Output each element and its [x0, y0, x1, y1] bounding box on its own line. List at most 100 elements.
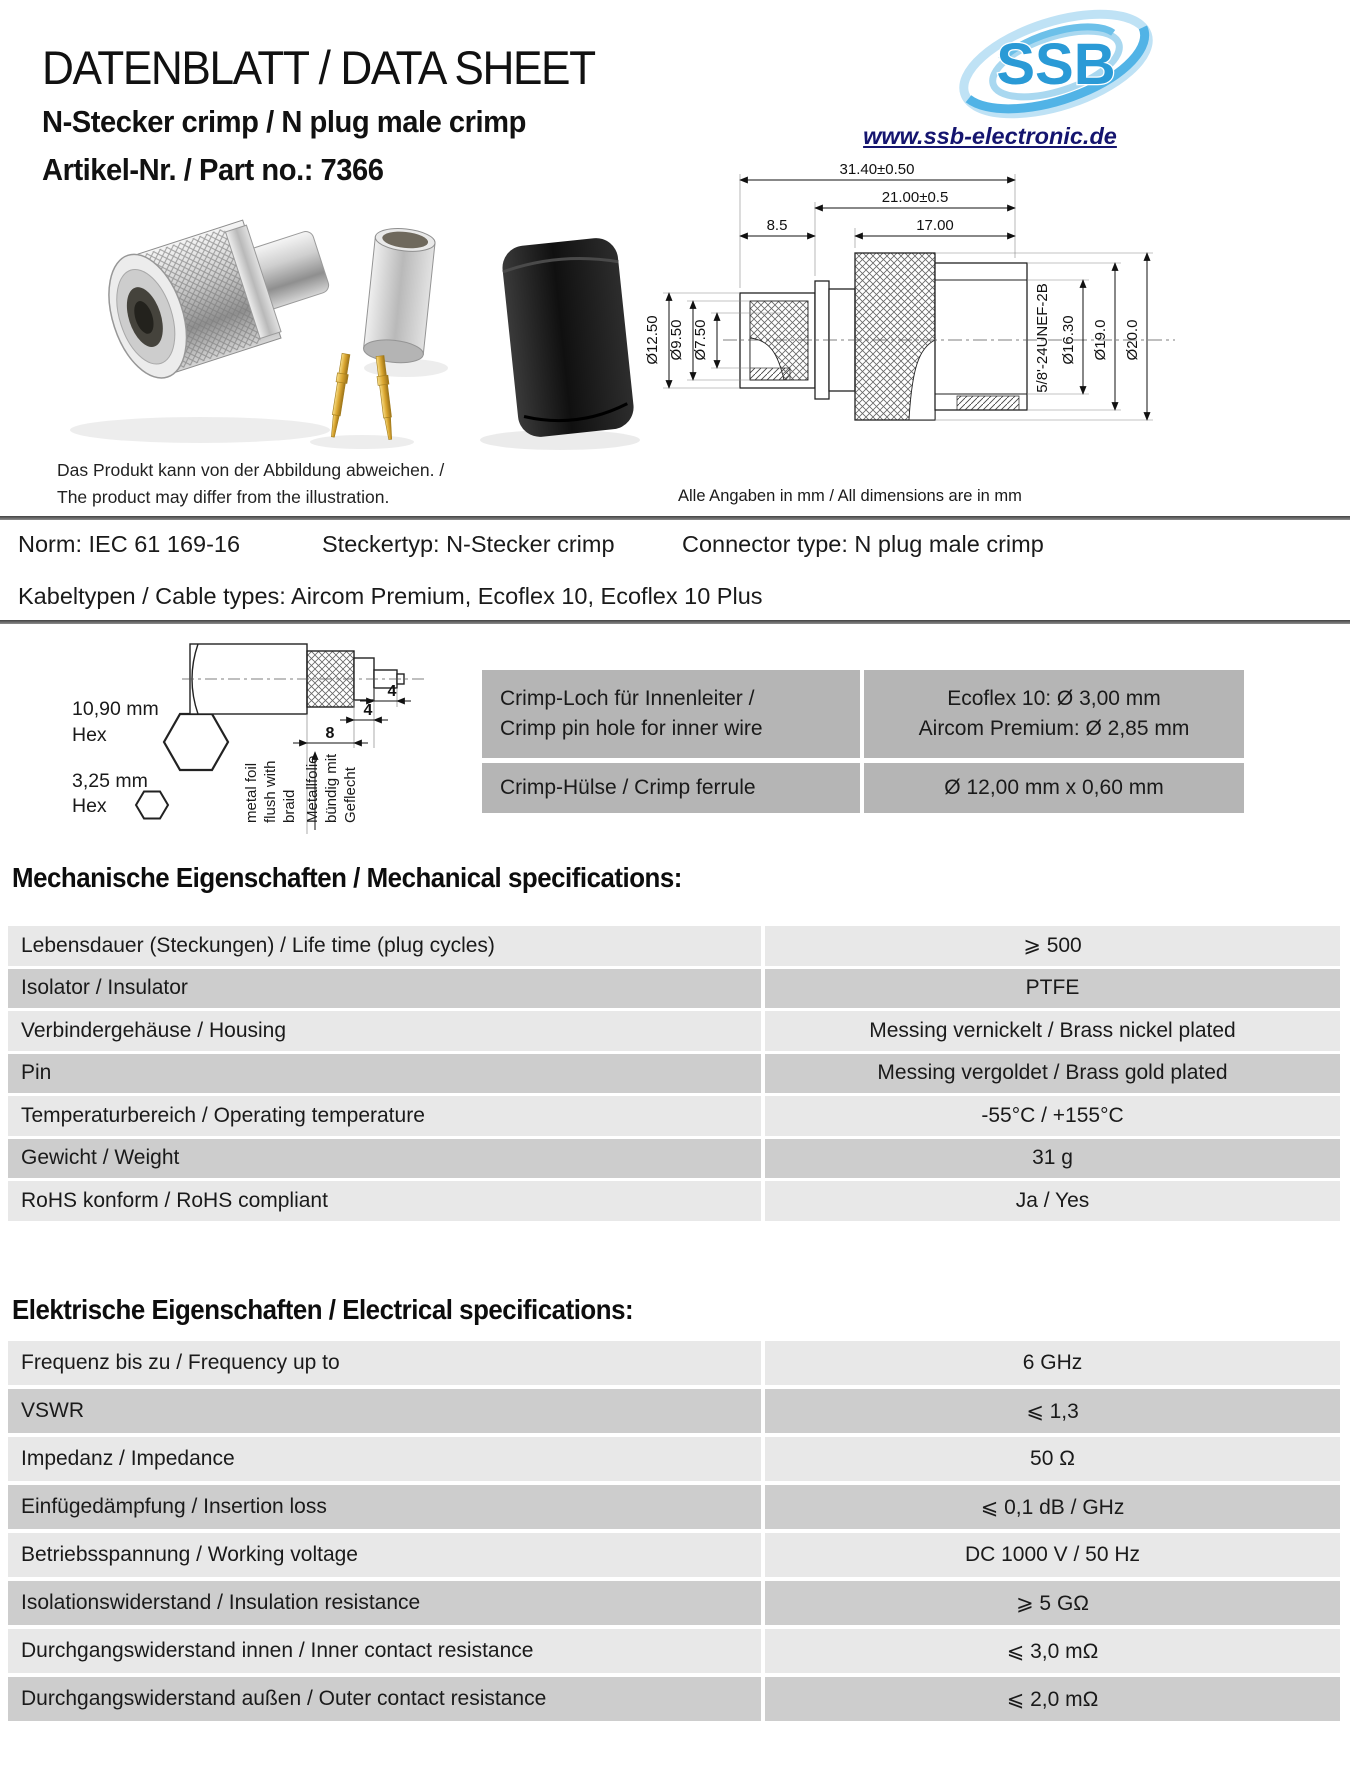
disclaimer-de: Das Produkt kann von der Abbildung abwei… — [57, 460, 445, 480]
hex-large-shape — [162, 712, 230, 772]
spec-label: Lebensdauer (Steckungen) / Life time (pl… — [8, 926, 761, 966]
crimp-row-value: Ø 12,00 mm x 0,60 mm — [864, 763, 1244, 813]
spec-label: Einfügedämpfung / Insertion loss — [8, 1485, 761, 1529]
table-row: Isolationswiderstand / Insulation resist… — [8, 1581, 1340, 1625]
foil-note-de: Metallfolie bündig mit Geflecht — [303, 727, 361, 823]
spec-value: Messing vernickelt / Brass nickel plated — [761, 1011, 1340, 1051]
crimp-row-value: Ecoflex 10: Ø 3,00 mm Aircom Premium: Ø … — [864, 670, 1244, 758]
spec-label: Temperaturbereich / Operating temperatur… — [8, 1096, 761, 1136]
steckertyp-value: Steckertyp: N-Stecker crimp — [322, 531, 615, 557]
dia-label-20-0: Ø20.0 — [1124, 320, 1141, 361]
spec-value: ⩽ 2,0 mΩ — [761, 1677, 1340, 1721]
ferrule-illustration — [363, 228, 436, 364]
mechanical-heading: Mechanische Eigenschaften / Mechanical s… — [12, 862, 682, 893]
dim-label-total-length: 31.40±0.50 — [840, 161, 915, 178]
spec-value: PTFE — [761, 968, 1340, 1008]
technical-drawing: 31.40±0.50 21.00±0.5 8.5 17.00 Ø12.50 Ø9… — [644, 161, 1175, 421]
dim-label-8-5: 8.5 — [767, 217, 788, 234]
spec-value: -55°C / +155°C — [761, 1096, 1340, 1136]
ssb-logo: SSB — [959, 9, 1153, 119]
crimp-row-label: Crimp-Loch für Innenleiter / Crimp pin h… — [482, 670, 860, 758]
dia-label-12-50: Ø12.50 — [644, 315, 661, 364]
dim-braid-length: 8 — [326, 725, 335, 742]
foil-note-en-line1: metal foil — [243, 762, 260, 823]
spec-value: 50 Ω — [761, 1437, 1340, 1481]
foil-note-de-line2: bündig mit — [323, 753, 340, 823]
table-row: Betriebsspannung / Working voltage DC 10… — [8, 1533, 1340, 1577]
spec-label: Verbindergehäuse / Housing — [8, 1011, 761, 1051]
cable-types-line: Kabeltypen / Cable types: Aircom Premium… — [18, 583, 763, 609]
spec-value: DC 1000 V / 50 Hz — [761, 1533, 1340, 1577]
hex-crimp-sizes — [134, 712, 230, 820]
product-photo — [70, 219, 640, 450]
product-subtitle: N-Stecker crimp / N plug male crimp — [42, 104, 526, 139]
n-connector-illustration — [108, 219, 330, 379]
table-row: Crimp-Hülse / Crimp ferrule Ø 12,00 mm x… — [482, 763, 1244, 813]
dia-label-9-50: Ø9.50 — [668, 320, 685, 361]
norm-value: Norm: IEC 61 169-16 — [18, 531, 241, 557]
electrical-heading: Elektrische Eigenschaften / Electrical s… — [12, 1294, 634, 1325]
table-row: Temperaturbereich / Operating temperatur… — [8, 1096, 1340, 1136]
hex-large-unit: Hex — [72, 724, 107, 746]
foil-note-en-line2: flush with — [262, 760, 279, 823]
center-pins-illustration — [331, 353, 393, 440]
page-title: DATENBLATT / DATA SHEET — [42, 41, 596, 94]
spec-label: Durchgangswiderstand innen / Inner conta… — [8, 1629, 761, 1673]
website-link[interactable]: www.ssb-electronic.de — [863, 123, 1117, 149]
table-row: Lebensdauer (Steckungen) / Life time (pl… — [8, 926, 1340, 966]
electrical-table: Frequenz bis zu / Frequency up to 6 GHz … — [8, 1341, 1340, 1725]
foil-note-en-line3: braid — [281, 789, 298, 823]
foil-note-de-line3: Geflecht — [342, 767, 359, 823]
spec-label: Isolationswiderstand / Insulation resist… — [8, 1581, 761, 1625]
dia-label-7-50: Ø7.50 — [692, 320, 709, 361]
crimp-row-label: Crimp-Hülse / Crimp ferrule — [482, 763, 860, 813]
hex-small-shape — [134, 790, 170, 820]
logo-text: SSB — [996, 32, 1115, 97]
dim-label-21: 21.00±0.5 — [882, 189, 949, 206]
heat-shrink-illustration — [502, 238, 634, 437]
table-row: Isolator / Insulator PTFE — [8, 968, 1340, 1008]
crimp-label-line1: Crimp-Hülse / Crimp ferrule — [500, 776, 756, 799]
dim-label-17: 17.00 — [916, 217, 954, 234]
hex-large-size: 10,90 mm — [72, 698, 159, 720]
spec-label: Durchgangswiderstand außen / Outer conta… — [8, 1677, 761, 1721]
spec-value: ⩾ 500 — [761, 926, 1340, 966]
table-row: Gewicht / Weight 31 g — [8, 1138, 1340, 1178]
dim-pin-length: 4 — [388, 683, 397, 700]
spec-value: ⩽ 0,1 dB / GHz — [761, 1485, 1340, 1529]
spec-label: Isolator / Insulator — [8, 968, 761, 1008]
dim-dielectric-length: 4 — [364, 702, 373, 719]
part-number-line: Artikel-Nr. / Part no.: 7366 — [42, 152, 384, 187]
spec-value: Messing vergoldet / Brass gold plated — [761, 1053, 1340, 1093]
divider-cable-types — [0, 620, 1350, 624]
spec-label: Gewicht / Weight — [8, 1138, 761, 1178]
spec-value: ⩾ 5 GΩ — [761, 1581, 1340, 1625]
spec-value: ⩽ 1,3 — [761, 1389, 1340, 1433]
dimensions-note: Alle Angaben in mm / All dimensions are … — [678, 487, 1022, 505]
crimp-table: Crimp-Loch für Innenleiter / Crimp pin h… — [482, 670, 1244, 818]
spec-value: 31 g — [761, 1138, 1340, 1178]
thread-label: 5/8'-24UNEF-2B — [1034, 283, 1051, 393]
divider-top — [0, 516, 1350, 520]
table-row: Crimp-Loch für Innenleiter / Crimp pin h… — [482, 670, 1244, 758]
table-row: Verbindergehäuse / Housing Messing verni… — [8, 1011, 1340, 1051]
table-row: Frequenz bis zu / Frequency up to 6 GHz — [8, 1341, 1340, 1385]
spec-label: RoHS konform / RoHS compliant — [8, 1181, 761, 1221]
hex-small-unit: Hex — [72, 795, 107, 817]
crimp-value-line1: Ecoflex 10: Ø 3,00 mm — [947, 687, 1161, 710]
table-row: Durchgangswiderstand außen / Outer conta… — [8, 1677, 1340, 1721]
table-row: Pin Messing vergoldet / Brass gold plate… — [8, 1053, 1340, 1093]
table-row: VSWR ⩽ 1,3 — [8, 1389, 1340, 1433]
crimp-label-line2: Crimp pin hole for inner wire — [500, 717, 763, 740]
crimp-value-line1: Ø 12,00 mm x 0,60 mm — [944, 776, 1164, 799]
foil-note-en: metal foil flush with braid — [242, 727, 300, 823]
spec-label: Pin — [8, 1053, 761, 1093]
spec-label: Betriebsspannung / Working voltage — [8, 1533, 761, 1577]
spec-value: ⩽ 3,0 mΩ — [761, 1629, 1340, 1673]
crimp-label-line1: Crimp-Loch für Innenleiter / — [500, 687, 755, 710]
cable-strip-diagram: 4 4 8 — [182, 643, 424, 834]
dia-label-19-0: Ø19.0 — [1092, 320, 1109, 361]
disclaimer-en: The product may differ from the illustra… — [57, 487, 390, 507]
table-row: Impedanz / Impedance 50 Ω — [8, 1437, 1340, 1481]
dia-label-16-30: Ø16.30 — [1060, 315, 1077, 364]
